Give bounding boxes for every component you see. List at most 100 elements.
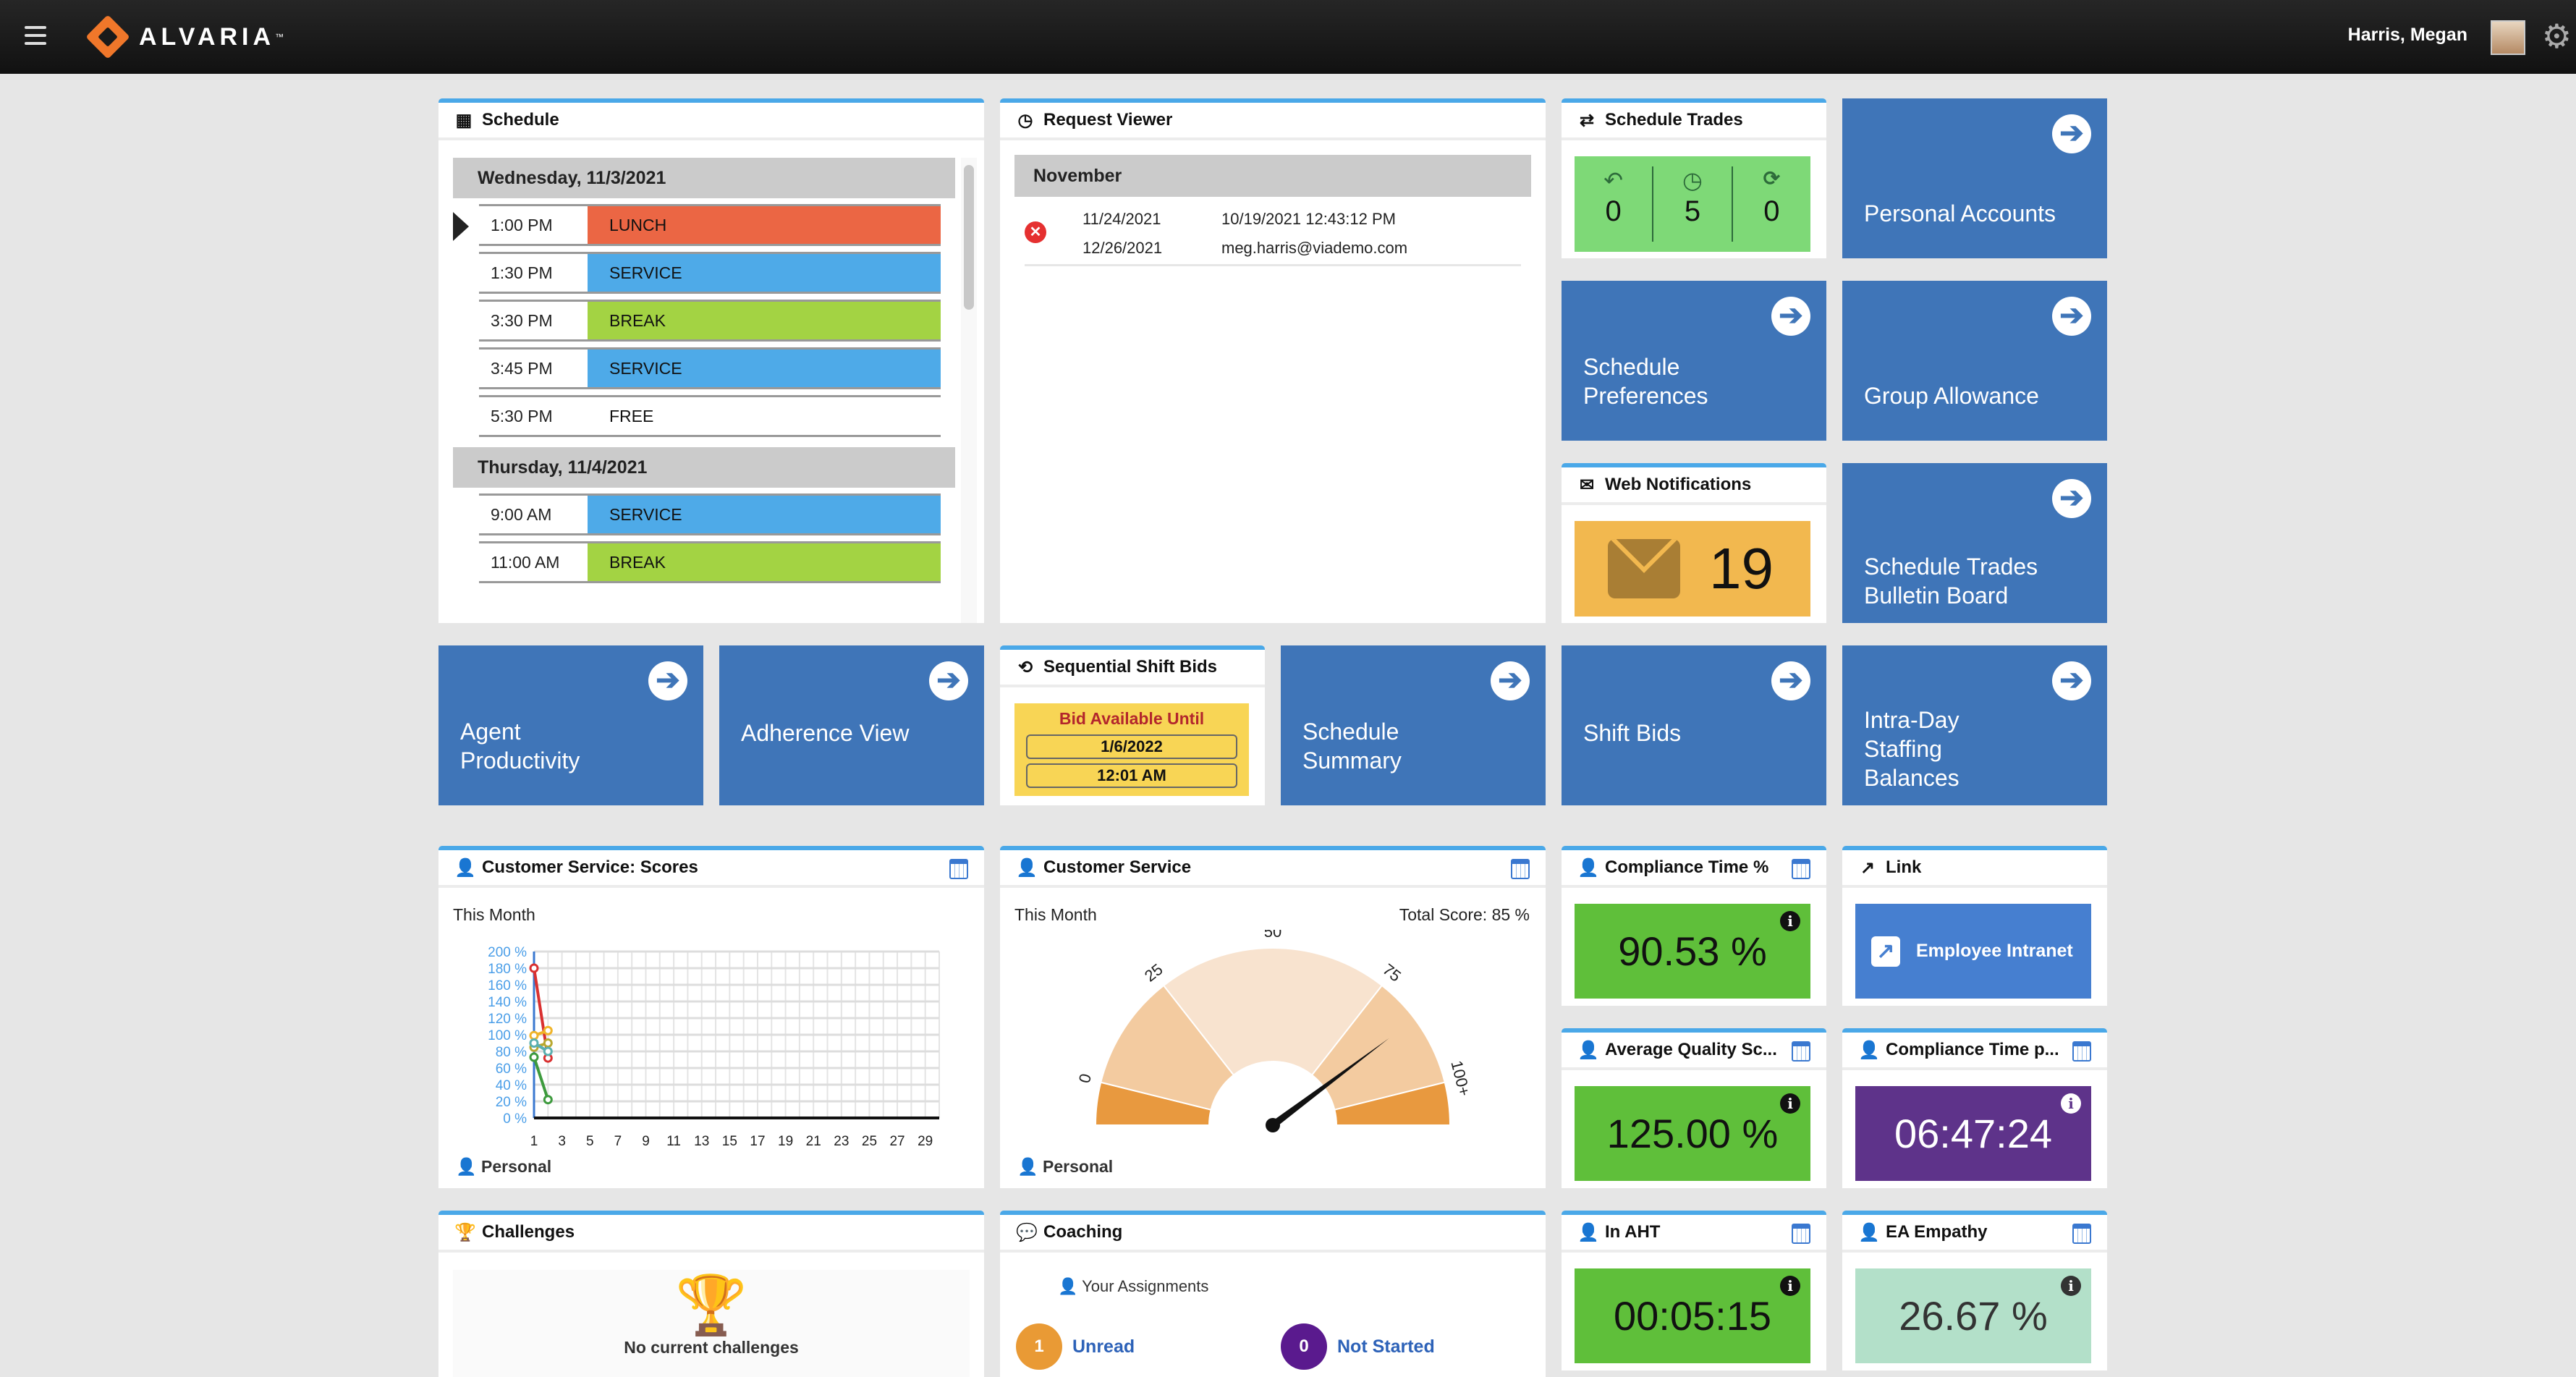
day-header: Thursday, 11/4/2021 xyxy=(453,447,955,488)
schedule-list: Wednesday, 11/3/2021 1:00 PM LUNCH 1:30 PM S… xyxy=(453,158,955,623)
info-icon[interactable]: i xyxy=(1780,911,1800,931)
calendar-icon[interactable] xyxy=(1792,1224,1810,1244)
adherence-view-tile[interactable]: ➔ Adherence View xyxy=(719,645,984,805)
calendar-icon[interactable] xyxy=(2072,1224,2091,1244)
data-point[interactable] xyxy=(529,1030,539,1041)
y-tick-label: 20 % xyxy=(496,1095,527,1110)
info-icon[interactable]: i xyxy=(2061,1276,2081,1296)
info-icon[interactable]: i xyxy=(1780,1093,1800,1114)
clock-icon: ◷ xyxy=(1017,110,1033,130)
schedule-time: 1:00 PM xyxy=(491,216,553,234)
data-point[interactable] xyxy=(529,1052,539,1062)
top-bar: ALVARIA ™ Harris, Megan ⚙ xyxy=(0,0,2576,74)
current-indicator-icon xyxy=(453,212,469,241)
schedule-row[interactable]: 9:00 AM SERVICE xyxy=(479,493,941,535)
schedule-panel: ▦ Schedule Wednesday, 11/3/2021 1:00 PM LUN… xyxy=(438,98,984,623)
kpi-value-box[interactable]: i 06:47:24 xyxy=(1855,1086,2091,1181)
calendar-icon[interactable] xyxy=(949,859,968,879)
hamburger-menu-icon[interactable] xyxy=(25,26,46,45)
bid-date: 1/6/2022 xyxy=(1026,734,1237,759)
schedule-activity: BREAK xyxy=(588,302,941,339)
data-point[interactable] xyxy=(543,1095,553,1105)
arrow-right-icon: ➔ xyxy=(2052,479,2091,518)
envelope-icon xyxy=(1608,539,1680,598)
info-icon[interactable]: i xyxy=(1780,1276,1800,1296)
intra-day-staffing-tile[interactable]: ➔ Intra-Day Staffing Balances xyxy=(1842,645,2107,805)
kpi-value-box[interactable]: i 26.67 % xyxy=(1855,1268,2091,1363)
web-notifications-panel: ✉ Web Notifications 19 xyxy=(1562,463,1826,623)
personal-accounts-tile[interactable]: ➔ Personal Accounts xyxy=(1842,98,2107,258)
arrow-right-icon: ➔ xyxy=(1771,297,1810,336)
logo-mark-icon xyxy=(85,14,130,59)
trades-expiring[interactable]: ⟳ 0 xyxy=(1733,166,1810,242)
panel-title: Challenges xyxy=(482,1222,575,1242)
logo-trademark: ™ xyxy=(275,32,284,42)
y-tick-label: 60 % xyxy=(496,1062,527,1077)
kpi-value-box[interactable]: i 90.53 % xyxy=(1575,904,1810,999)
not-started-count-badge: 0 xyxy=(1281,1323,1327,1370)
schedule-activity: SERVICE xyxy=(588,254,941,292)
trades-counts[interactable]: ↶ 0 ◷ 5 ⟳ 0 xyxy=(1575,156,1810,252)
schedule-trades-panel: ⇄ Schedule Trades ↶ 0 ◷ 5 ⟳ 0 xyxy=(1562,98,1826,258)
info-icon[interactable]: i xyxy=(2061,1093,2081,1114)
kpi-value-box[interactable]: i 00:05:15 xyxy=(1575,1268,1810,1363)
clock-icon: ◷ xyxy=(1682,167,1703,193)
cs-gauge-panel: 👤 Customer Service This Month Total Score… xyxy=(1000,846,1546,1188)
y-tick-label: 200 % xyxy=(488,945,527,960)
user-name[interactable]: Harris, Megan xyxy=(2347,25,2467,45)
schedule-row[interactable]: 3:30 PM BREAK xyxy=(479,300,941,342)
gear-icon[interactable]: ⚙ xyxy=(2541,17,2572,55)
user-icon: 👤 xyxy=(1058,1277,1082,1295)
data-point[interactable] xyxy=(543,1025,553,1035)
bid-info[interactable]: Bid Available Until 1/6/2022 12:01 AM xyxy=(1014,703,1249,796)
schedule-row[interactable]: 11:00 AM BREAK xyxy=(479,541,941,583)
unread-link[interactable]: Unread xyxy=(1072,1336,1135,1357)
request-row[interactable]: ✕ 11/24/2021 12/26/2021 10/19/2021 12:43… xyxy=(1025,204,1521,266)
panel-title: Request Viewer xyxy=(1043,110,1173,130)
group-allowance-tile[interactable]: ➔ Group Allowance xyxy=(1842,281,2107,441)
period-label: This Month xyxy=(453,905,535,924)
schedule-row[interactable]: 3:45 PM SERVICE xyxy=(479,347,941,389)
user-icon: 👤 xyxy=(1577,857,1599,878)
data-point[interactable] xyxy=(543,1038,553,1048)
gauge-band xyxy=(1334,1081,1452,1126)
calendar-icon[interactable] xyxy=(1792,859,1810,879)
employee-intranet-link[interactable]: ↗ Employee Intranet xyxy=(1855,904,2091,999)
panel-title: Sequential Shift Bids xyxy=(1043,657,1218,677)
calendar-icon[interactable] xyxy=(2072,1041,2091,1062)
user-icon: 👤 xyxy=(1858,1222,1880,1242)
schedule-preferences-tile[interactable]: ➔ Schedule Preferences xyxy=(1562,281,1826,441)
schedule-row[interactable]: 1:30 PM SERVICE xyxy=(479,252,941,294)
challenges-empty-state: 🏆 No current challenges xyxy=(453,1270,970,1377)
link-label: Employee Intranet xyxy=(1916,941,2073,961)
unread-assignments[interactable]: 1 Unread xyxy=(1016,1323,1135,1370)
trades-returned[interactable]: ↶ 0 xyxy=(1575,166,1654,242)
shift-bids-tile[interactable]: ➔ Shift Bids xyxy=(1562,645,1826,805)
avatar[interactable] xyxy=(2491,20,2525,55)
schedule-row[interactable]: 5:30 PM FREE xyxy=(479,395,941,437)
panel-title: Average Quality Sc... xyxy=(1605,1040,1777,1059)
data-point[interactable] xyxy=(529,963,539,973)
schedule-summary-tile[interactable]: ➔ Schedule Summary xyxy=(1281,645,1546,805)
calendar-icon[interactable] xyxy=(1792,1041,1810,1062)
bid-label: Bid Available Until xyxy=(1059,709,1205,728)
schedule-row[interactable]: 1:00 PM LUNCH xyxy=(453,204,941,246)
not-started-assignments[interactable]: 0 Not Started xyxy=(1281,1323,1435,1370)
calendar-icon[interactable] xyxy=(1511,859,1530,879)
x-tick-label: 21 xyxy=(806,1134,821,1147)
data-point[interactable] xyxy=(529,1038,539,1048)
y-tick-label: 140 % xyxy=(488,995,527,1010)
panel-title: Compliance Time p... xyxy=(1886,1040,2059,1059)
arrow-right-icon: ➔ xyxy=(2052,114,2091,153)
panel-header: 👤 Customer Service xyxy=(1000,850,1546,888)
agent-productivity-tile[interactable]: ➔ Agent Productivity xyxy=(438,645,703,805)
scrollbar-thumb[interactable] xyxy=(964,165,974,310)
kpi-value-box[interactable]: i 125.00 % xyxy=(1575,1086,1810,1181)
notifications-button[interactable]: 19 xyxy=(1575,521,1810,617)
bulletin-board-tile[interactable]: ➔ Schedule Trades Bulletin Board xyxy=(1842,463,2107,623)
not-started-link[interactable]: Not Started xyxy=(1337,1336,1435,1357)
data-point[interactable] xyxy=(543,1046,553,1056)
x-tick-label: 19 xyxy=(778,1134,793,1147)
trades-pending[interactable]: ◷ 5 xyxy=(1653,166,1733,242)
alvaria-logo[interactable]: ALVARIA ™ xyxy=(85,14,284,59)
